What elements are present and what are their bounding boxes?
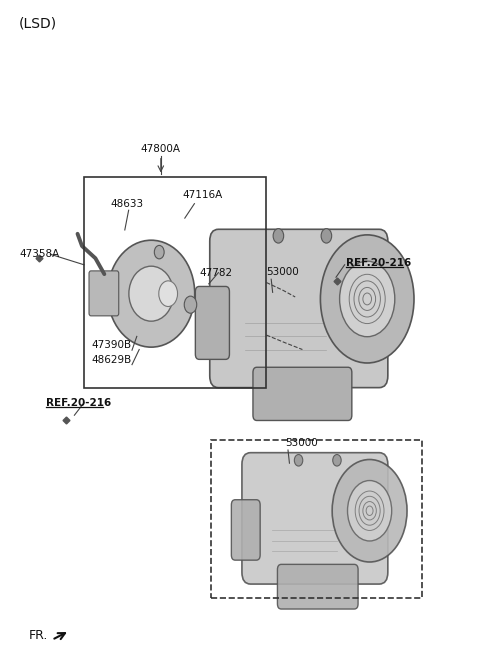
Bar	[211, 440, 422, 598]
FancyBboxPatch shape	[253, 367, 352, 420]
FancyBboxPatch shape	[195, 286, 229, 359]
Text: FR.: FR.	[29, 629, 48, 643]
Ellipse shape	[339, 261, 395, 336]
Ellipse shape	[159, 281, 178, 307]
Text: 47390B: 47390B	[91, 340, 132, 350]
Circle shape	[333, 455, 341, 466]
Circle shape	[294, 455, 303, 466]
Text: 53000: 53000	[266, 267, 299, 277]
Text: (LSD): (LSD)	[19, 16, 57, 30]
FancyBboxPatch shape	[277, 564, 358, 609]
Text: REF.20-216: REF.20-216	[346, 258, 411, 268]
Ellipse shape	[332, 459, 407, 562]
Text: 47782: 47782	[199, 267, 232, 278]
Text: 47800A: 47800A	[141, 145, 181, 154]
Circle shape	[155, 246, 164, 259]
Circle shape	[273, 229, 284, 243]
Text: 47358A: 47358A	[19, 249, 60, 260]
Ellipse shape	[321, 235, 414, 363]
Text: 48633: 48633	[110, 199, 144, 209]
FancyBboxPatch shape	[242, 453, 388, 584]
Text: REF.20-216: REF.20-216	[46, 397, 111, 408]
FancyBboxPatch shape	[231, 500, 260, 560]
Text: 48629B: 48629B	[91, 355, 132, 365]
Bar	[84, 177, 266, 388]
Circle shape	[184, 296, 197, 313]
Ellipse shape	[348, 480, 392, 541]
Circle shape	[321, 229, 332, 243]
Text: 53000: 53000	[286, 438, 318, 448]
FancyBboxPatch shape	[89, 271, 119, 316]
FancyBboxPatch shape	[210, 229, 388, 388]
Ellipse shape	[129, 266, 173, 321]
Text: 47116A: 47116A	[182, 191, 223, 200]
Ellipse shape	[108, 240, 195, 347]
